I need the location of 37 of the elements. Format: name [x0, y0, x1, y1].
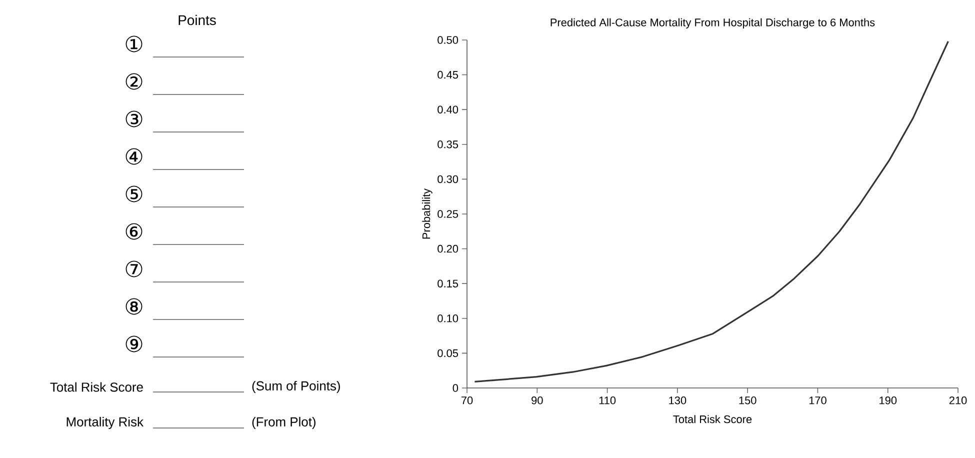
y-tick-label: 0.10 [438, 314, 458, 322]
x-tick-label: 110 [599, 396, 616, 404]
x-tick-label: 130 [669, 396, 686, 404]
line-series [474, 40, 949, 383]
y-tick-label: 0.35 [438, 140, 458, 148]
y-tick-label: 0.40 [438, 106, 458, 114]
chart-title: Predicted All-Cause Mortality From Hospital Discharge to 6 Months [550, 18, 875, 28]
y-tick-label: 0.20 [438, 244, 458, 253]
y-tick-label: 0 [452, 384, 458, 392]
x-tick-label: 210 [949, 396, 967, 404]
x-tick-label: 70 [461, 396, 473, 404]
text: ⑦ [126, 260, 142, 278]
y-tick-label: 0.25 [438, 210, 458, 218]
text: (From Plot) [252, 416, 316, 430]
x-tick-label: 190 [880, 396, 897, 404]
y-tick-label: 0.50 [438, 36, 458, 44]
text: ④ [126, 148, 142, 165]
text: (Sum of Points) [252, 380, 340, 394]
text: ⑤ [126, 186, 142, 202]
text: Total Risk Score [50, 382, 143, 392]
x-tick-label: 150 [739, 396, 756, 404]
x-tick-label: 170 [809, 396, 826, 404]
text: Mortality Risk [66, 416, 144, 430]
text: ⑥ [126, 223, 142, 240]
text: Points [178, 14, 216, 26]
y-tick-label: 0.05 [438, 349, 458, 358]
text: ② [126, 73, 142, 90]
x-tick-label: 90 [532, 396, 543, 404]
x-axis-title: Total Risk Score [673, 415, 752, 424]
text: ⑧ [126, 298, 142, 315]
y-tick-label: 0.15 [438, 280, 458, 288]
y-tick-label: 0.45 [438, 70, 458, 79]
text: ① [126, 36, 142, 52]
text: ⑨ [126, 336, 142, 352]
y-axis-title: Probability [422, 188, 432, 239]
text: ③ [126, 110, 142, 128]
y-tick-label: 0.30 [438, 175, 458, 184]
